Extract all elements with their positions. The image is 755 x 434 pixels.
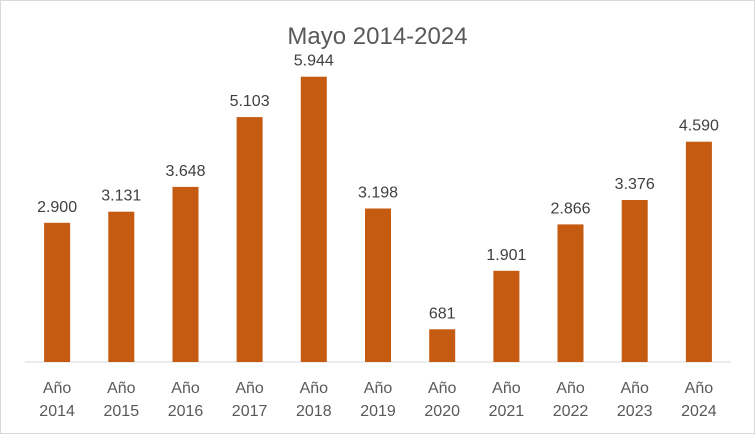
bar-2016 xyxy=(172,186,199,362)
data-label-2023: 3.376 xyxy=(615,176,655,193)
data-label-2020: 681 xyxy=(429,305,456,322)
bars-group xyxy=(44,76,712,362)
data-labels-group: 2.900 3.131 3.648 5.103 5.944 3.198 681 1.901 2.… xyxy=(37,53,719,323)
bar-2014 xyxy=(44,222,71,362)
bar-2023 xyxy=(621,200,648,362)
x-tick-label-2015: Año 2015 xyxy=(104,380,140,420)
tick-labels-group: Año 2014 Año 2015 Año 2016 Año 2017 Año 2018 Año 20… xyxy=(39,380,716,420)
bar-2021 xyxy=(493,270,520,362)
bar-2017 xyxy=(236,117,263,362)
data-label-2018: 5.944 xyxy=(294,53,334,70)
bar-2022 xyxy=(557,224,584,362)
bar-2015 xyxy=(108,211,135,362)
x-tick-label-2014: Año 2014 xyxy=(39,380,75,420)
data-label-2016: 3.648 xyxy=(165,163,205,180)
data-label-2015: 3.131 xyxy=(101,188,141,205)
data-label-2024: 4.590 xyxy=(679,118,719,135)
data-label-2017: 5.103 xyxy=(230,93,270,110)
data-label-2019: 3.198 xyxy=(358,185,398,202)
bar-2024 xyxy=(685,141,712,362)
x-tick-label-2016: Año 2016 xyxy=(168,380,204,420)
x-tick-label-2021: Año 2021 xyxy=(489,380,525,420)
x-tick-label-2019: Año 2019 xyxy=(360,380,396,420)
x-tick-label-2024: Año 2024 xyxy=(681,380,717,420)
data-label-2022: 2.866 xyxy=(550,200,590,217)
bar-2019 xyxy=(365,208,391,362)
bar-2020 xyxy=(429,329,456,362)
data-label-2021: 1.901 xyxy=(486,247,526,264)
x-tick-label-2023: Año 2023 xyxy=(617,380,653,420)
data-label-2014: 2.900 xyxy=(37,199,77,216)
bar-2018 xyxy=(300,76,327,362)
x-tick-label-2020: Año 2020 xyxy=(424,380,460,420)
x-tick-label-2018: Año 2018 xyxy=(296,380,332,420)
chart-title: Mayo 2014-2024 xyxy=(287,23,468,50)
x-tick-label-2017: Año 2017 xyxy=(232,380,268,420)
x-tick-label-2022: Año 2022 xyxy=(553,380,589,420)
